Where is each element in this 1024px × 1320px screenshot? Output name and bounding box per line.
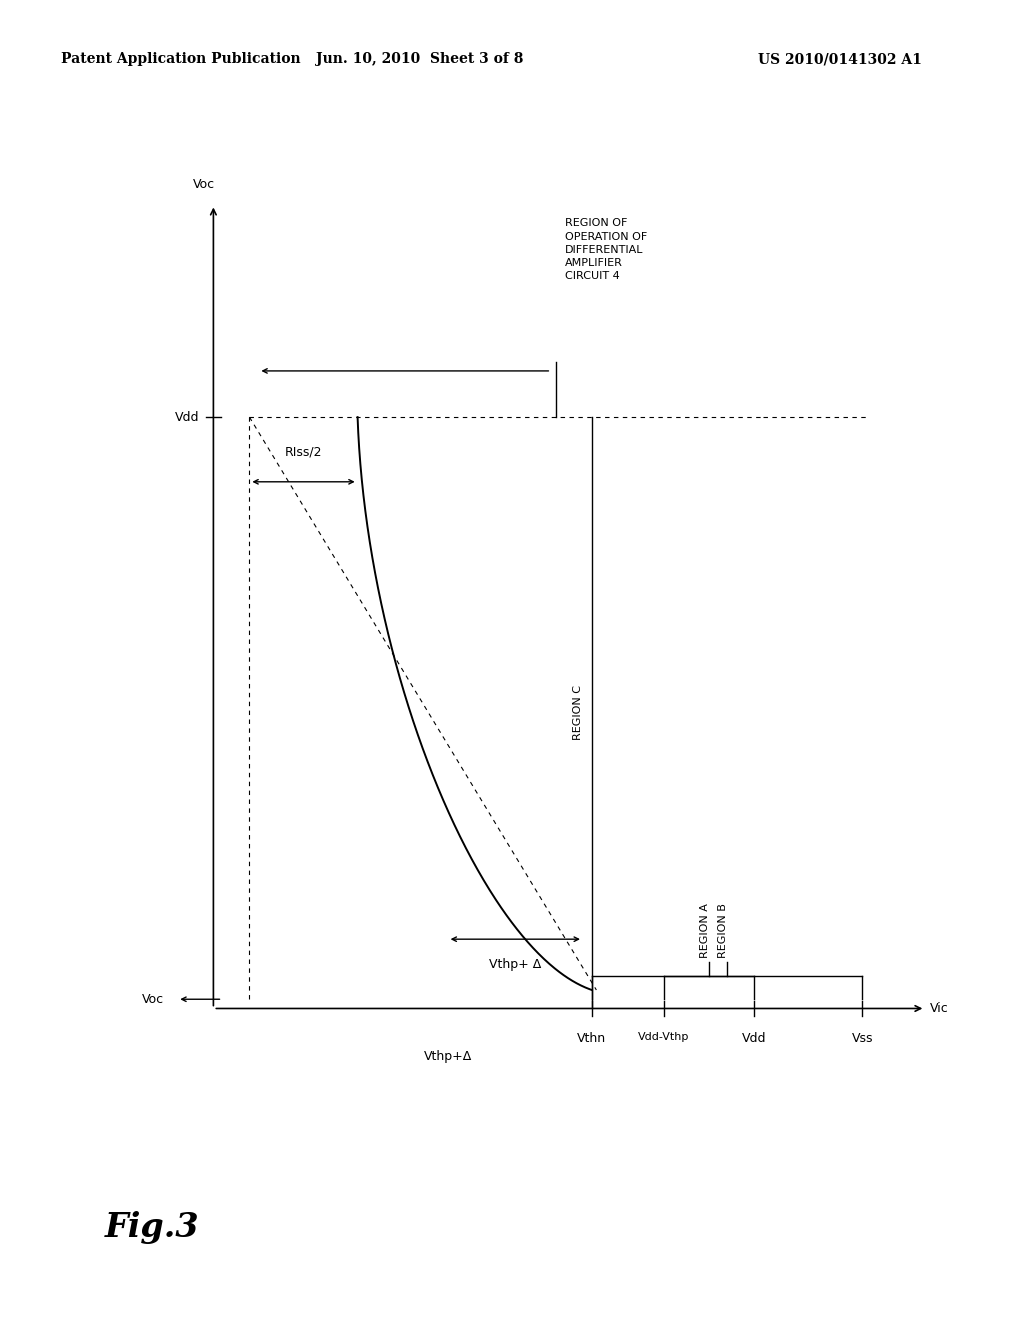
Text: REGION A: REGION A bbox=[699, 903, 710, 958]
Text: Vss: Vss bbox=[852, 1032, 872, 1044]
Text: US 2010/0141302 A1: US 2010/0141302 A1 bbox=[758, 53, 922, 66]
Text: Vdd: Vdd bbox=[175, 411, 200, 424]
Text: RIss/2: RIss/2 bbox=[285, 446, 323, 459]
Text: Fig.3: Fig.3 bbox=[105, 1212, 200, 1243]
Text: Voc: Voc bbox=[141, 993, 164, 1006]
Text: Vthp+Δ: Vthp+Δ bbox=[424, 1051, 472, 1063]
Text: REGION C: REGION C bbox=[573, 685, 584, 741]
Text: Vthn: Vthn bbox=[578, 1032, 606, 1044]
Text: REGION OF
OPERATION OF
DIFFERENTIAL
AMPLIFIER
CIRCUIT 4: REGION OF OPERATION OF DIFFERENTIAL AMPL… bbox=[565, 218, 647, 281]
Text: Vthp+ Δ: Vthp+ Δ bbox=[489, 958, 542, 970]
Text: Vdd-Vthp: Vdd-Vthp bbox=[638, 1032, 689, 1041]
Text: Jun. 10, 2010  Sheet 3 of 8: Jun. 10, 2010 Sheet 3 of 8 bbox=[316, 53, 523, 66]
Text: Vic: Vic bbox=[930, 1002, 948, 1015]
Text: REGION B: REGION B bbox=[718, 903, 727, 958]
Text: Voc: Voc bbox=[194, 178, 215, 191]
Text: Vdd: Vdd bbox=[741, 1032, 766, 1044]
Text: Patent Application Publication: Patent Application Publication bbox=[61, 53, 301, 66]
